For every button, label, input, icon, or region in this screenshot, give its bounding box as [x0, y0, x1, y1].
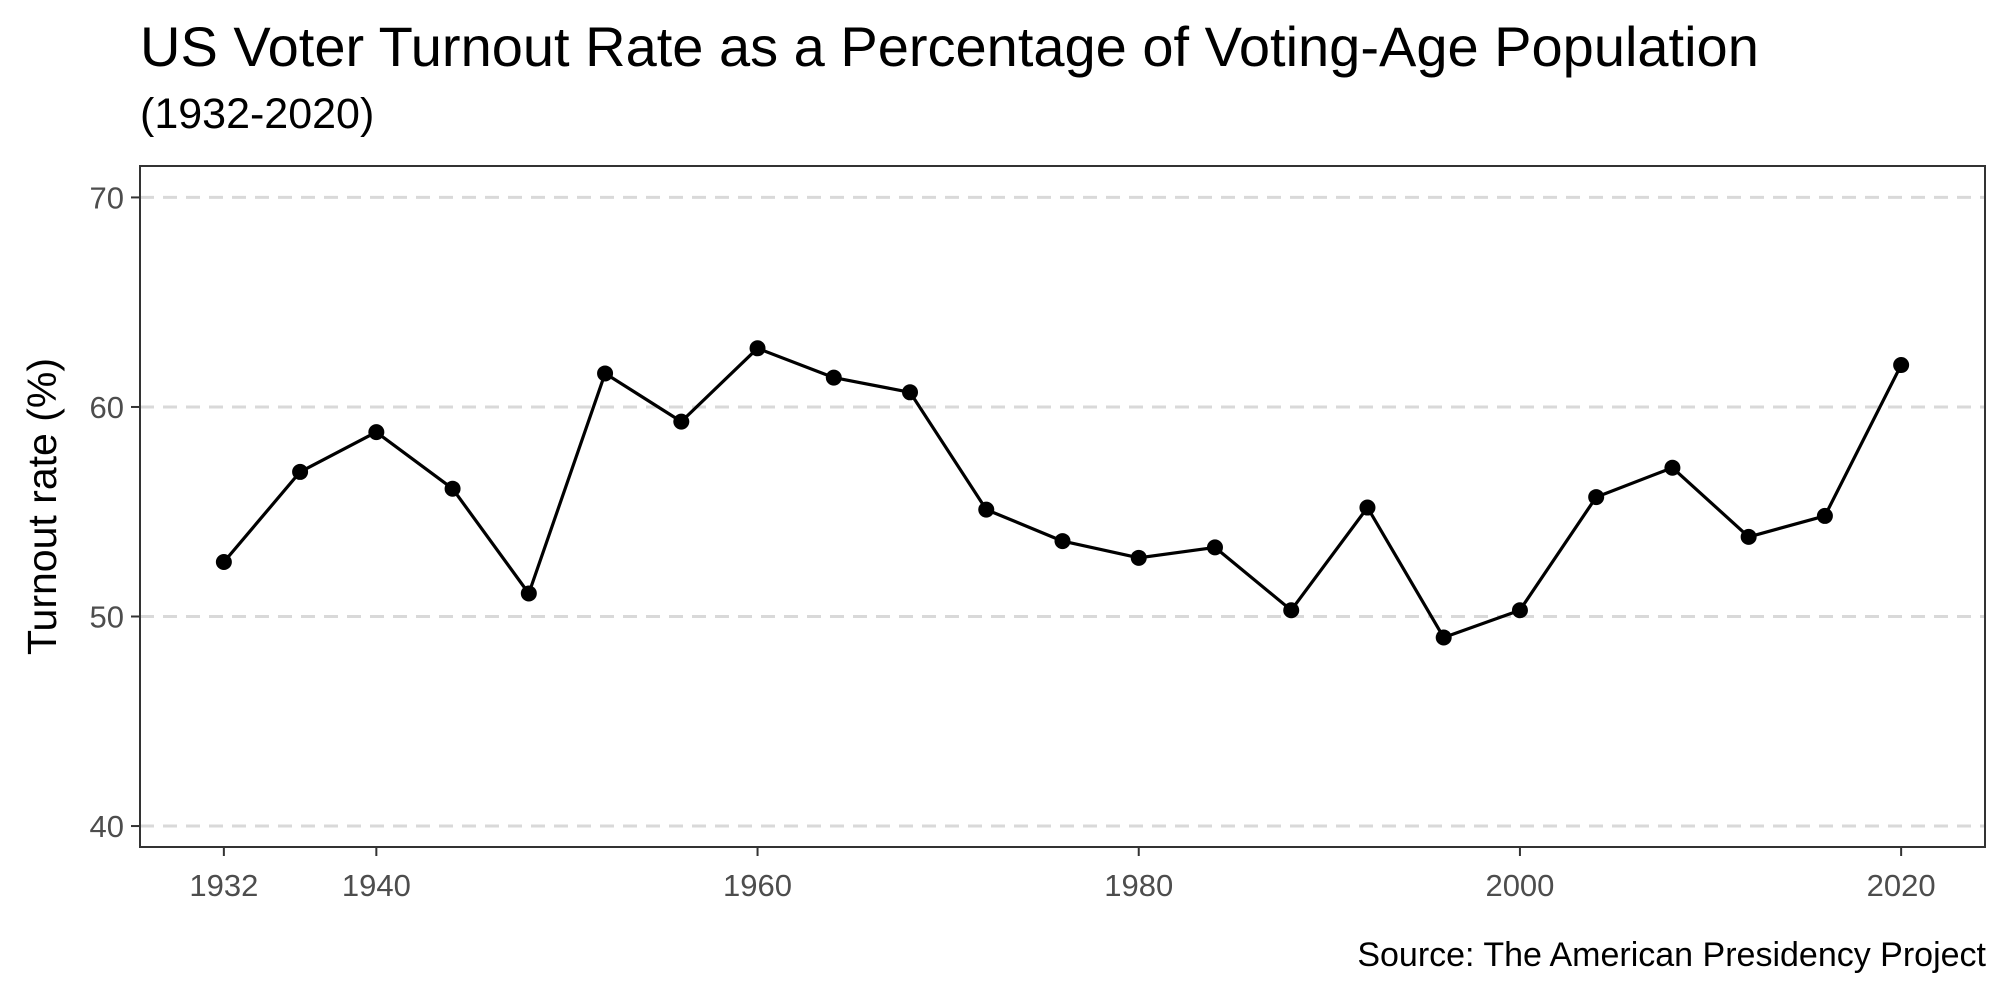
data-point [902, 384, 919, 401]
data-point [368, 424, 385, 441]
chart-subtitle: (1932-2020) [140, 90, 375, 138]
data-point [1664, 459, 1681, 476]
y-tick-label: 40 [90, 809, 124, 844]
data-point [1588, 489, 1605, 506]
x-tick-label: 1960 [723, 868, 792, 903]
data-point [673, 413, 690, 430]
data-point [1740, 528, 1757, 545]
data-point [1816, 507, 1833, 524]
data-point [1359, 499, 1376, 516]
y-tick-label: 50 [90, 600, 124, 635]
data-point [597, 365, 614, 382]
x-tick-label: 2000 [1485, 868, 1554, 903]
data-point [1893, 357, 1910, 374]
data-point [1206, 539, 1223, 556]
y-tick-label: 60 [90, 390, 124, 425]
x-tick-label: 1940 [342, 868, 411, 903]
data-point [1511, 602, 1528, 619]
data-point [1130, 549, 1147, 566]
data-point [520, 585, 537, 602]
data-point [1283, 602, 1300, 619]
data-point [444, 480, 461, 497]
data-point [1435, 629, 1452, 646]
x-tick-label: 2020 [1867, 868, 1936, 903]
data-point [825, 369, 842, 386]
x-tick-label: 1932 [189, 868, 258, 903]
data-point [215, 554, 232, 571]
x-tick-label: 1980 [1104, 868, 1173, 903]
y-tick-label: 70 [90, 180, 124, 215]
y-axis-title: Turnout rate (%) [19, 358, 65, 655]
data-point [1054, 533, 1071, 550]
series-line [222, 346, 1903, 640]
panel-border [139, 165, 1986, 848]
data-point [749, 340, 766, 357]
chart-caption: Source: The American Presidency Project [1357, 936, 1986, 974]
chart-title: US Voter Turnout Rate as a Percentage of… [140, 15, 1759, 78]
data-point [292, 463, 309, 480]
data-point [978, 501, 995, 518]
